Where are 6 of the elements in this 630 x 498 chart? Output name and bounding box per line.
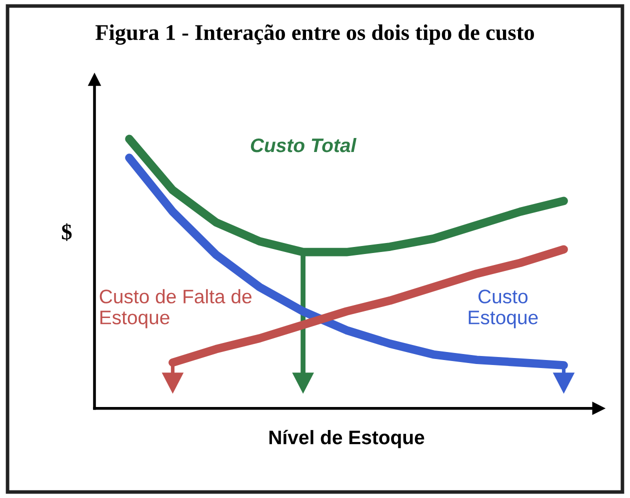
y-axis-title: $ [62, 223, 72, 241]
series-label: Custo de Falta de Estoque [100, 289, 252, 328]
x-axis-title: Nível de Estoque [269, 430, 424, 448]
series-label: Custo Estoque [468, 290, 538, 328]
text: Custo Total [250, 138, 356, 152]
chart-title: Figura 1 - Interação entre os dois tipo de custo [96, 24, 534, 45]
